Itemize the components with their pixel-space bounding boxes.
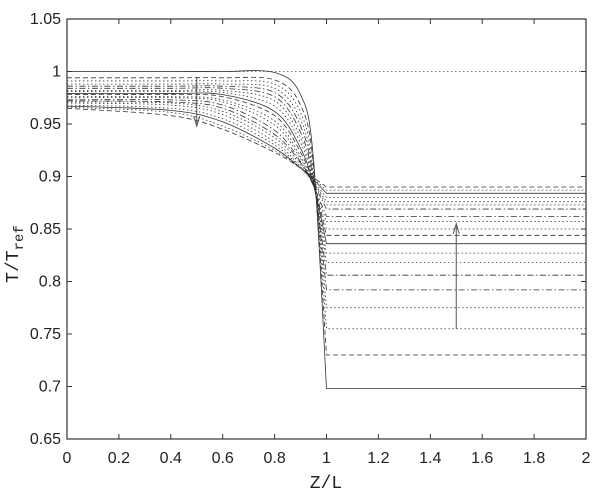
annotation-layer xyxy=(193,76,460,329)
series-line-18 xyxy=(66,105,586,194)
x-axis-label: Z/L xyxy=(310,474,342,494)
y-tick-label: 1 xyxy=(52,64,61,81)
x-tick-label: 0.4 xyxy=(160,450,182,467)
series-line-12 xyxy=(66,97,586,223)
x-tick-label: 1.8 xyxy=(523,450,545,467)
x-tick-label: 2 xyxy=(582,450,591,467)
plot-frame xyxy=(66,18,587,440)
y-tick-label: 0.9 xyxy=(39,169,61,186)
x-tick-label: 0.6 xyxy=(212,450,234,467)
x-tick-label: 0.8 xyxy=(263,450,285,467)
y-tick-label: 0.8 xyxy=(39,274,61,291)
x-tick-label: 1 xyxy=(322,450,331,467)
series-line-16 xyxy=(66,102,586,203)
y-tick-label: 0.65 xyxy=(30,431,61,448)
series-line-9 xyxy=(66,92,586,245)
series-line-13 xyxy=(66,99,586,217)
x-tick-label: 0 xyxy=(63,450,72,467)
series-line-7 xyxy=(67,89,586,263)
series-line-15 xyxy=(66,101,586,206)
x-tick-label: 1.4 xyxy=(419,450,441,467)
series-line-20 xyxy=(66,107,586,188)
series-line-17 xyxy=(66,104,586,198)
y-axis-label: T/Tref xyxy=(4,225,28,283)
y-tick-label: 0.75 xyxy=(30,326,61,343)
y-tick-label: 0.85 xyxy=(30,221,61,238)
series-line-14 xyxy=(66,100,586,210)
y-axis-label-subscript: ref xyxy=(12,225,28,250)
x-tick-label: 1.2 xyxy=(367,450,389,467)
series-line-19 xyxy=(66,106,586,191)
series-line-6 xyxy=(66,87,586,276)
arrow-down-head xyxy=(193,115,201,128)
series-line-8 xyxy=(66,90,586,254)
series-line-10 xyxy=(66,94,586,236)
series-line-4 xyxy=(67,83,586,309)
series-line-5 xyxy=(67,85,586,291)
y-tick-label: 0.95 xyxy=(30,116,61,133)
arrow-up-head xyxy=(452,222,460,234)
y-tick-label: 1.05 xyxy=(30,11,61,28)
series-layer xyxy=(66,70,586,389)
tick-layer: 0 0.2 0.4 0.6 0.8 1 1.2 1.4 1.6 1.8 2 0.65 0.7 0.75 0.… xyxy=(30,11,591,467)
series-line-2 xyxy=(67,76,586,356)
x-tick-label: 1.6 xyxy=(471,450,493,467)
x-tick-label: 0.2 xyxy=(108,450,130,467)
y-axis-label-main: T/T xyxy=(4,250,24,283)
y-tick-label: 0.7 xyxy=(39,379,61,396)
series-line-11 xyxy=(66,96,586,230)
series-line-1 xyxy=(66,70,586,389)
